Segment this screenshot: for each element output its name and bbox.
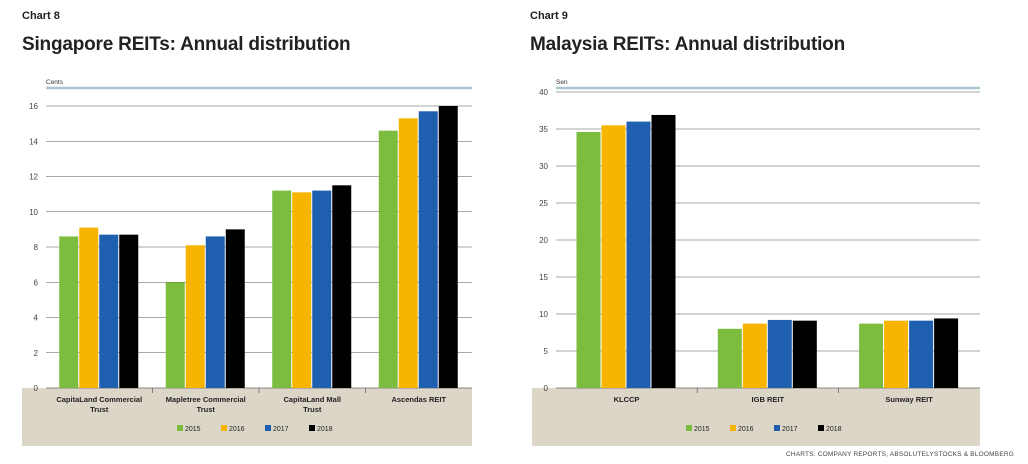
bar-2016 bbox=[79, 227, 99, 388]
bar-2015 bbox=[378, 130, 398, 389]
bar-2017 bbox=[626, 121, 651, 388]
footer-band bbox=[532, 388, 980, 446]
y-tick-label: 10 bbox=[539, 310, 548, 319]
bar-2015 bbox=[272, 190, 292, 388]
y-tick-label: 25 bbox=[539, 199, 548, 208]
y-tick-label: 10 bbox=[29, 208, 38, 217]
bar-2017 bbox=[312, 190, 332, 388]
bar-2016 bbox=[742, 323, 767, 388]
x-tick-label: Trust bbox=[90, 405, 109, 414]
legend-label-2017: 2017 bbox=[782, 426, 798, 433]
bar-2017 bbox=[767, 319, 792, 388]
legend-label-2018: 2018 bbox=[317, 426, 333, 433]
chart-label: Chart 9 bbox=[530, 10, 568, 22]
legend-swatch-2015 bbox=[686, 425, 692, 431]
bar-2018 bbox=[438, 106, 458, 388]
bar-2017 bbox=[99, 234, 119, 388]
legend-swatch-2017 bbox=[774, 425, 780, 431]
x-tick-label: Trust bbox=[197, 405, 216, 414]
y-axis-label: Sen bbox=[556, 79, 568, 86]
bar-2017 bbox=[418, 111, 438, 388]
bar-2018 bbox=[119, 234, 139, 388]
legend-swatch-2018 bbox=[309, 425, 315, 431]
legend-label-2015: 2015 bbox=[694, 426, 710, 433]
y-tick-label: 16 bbox=[29, 102, 38, 111]
bar-2016 bbox=[292, 192, 312, 388]
legend-swatch-2016 bbox=[730, 425, 736, 431]
bar-2018 bbox=[792, 320, 817, 388]
y-tick-label: 35 bbox=[539, 125, 548, 134]
y-tick-label: 14 bbox=[29, 137, 38, 146]
x-tick-label: CapitaLand Mall bbox=[283, 395, 341, 404]
bar-2016 bbox=[884, 320, 909, 388]
chart-title: Singapore REITs: Annual distribution bbox=[22, 34, 351, 55]
y-tick-label: 0 bbox=[544, 384, 549, 393]
bar-2018 bbox=[332, 185, 352, 388]
y-tick-label: 4 bbox=[34, 314, 39, 323]
chart-svg-malaysia: Sen 0 5 10 15 20 25 30 35 40 KLCCP IGB REIT Sunway R… bbox=[532, 79, 980, 446]
bar-2015 bbox=[717, 328, 742, 388]
legend-swatch-2016 bbox=[221, 425, 227, 431]
legend-swatch-2015 bbox=[177, 425, 183, 431]
y-tick-label: 2 bbox=[34, 349, 39, 358]
x-tick-label: KLCCP bbox=[614, 395, 640, 404]
source-note: CHARTS: COMPANY REPORTS, ABSOLUTELYSTOCK… bbox=[785, 451, 1014, 458]
legend-swatch-2018 bbox=[818, 425, 824, 431]
x-tick-label: CapitaLand Commercial bbox=[56, 395, 142, 404]
x-tick-label: IGB REIT bbox=[752, 395, 785, 404]
y-tick-label: 30 bbox=[539, 162, 548, 171]
bar-2015 bbox=[165, 282, 185, 388]
legend-label-2018: 2018 bbox=[826, 426, 842, 433]
bar-2015 bbox=[576, 131, 601, 388]
bar-2017 bbox=[909, 320, 934, 388]
bar-2017 bbox=[205, 236, 225, 388]
bar-2016 bbox=[398, 118, 418, 389]
y-tick-label: 20 bbox=[539, 236, 548, 245]
x-tick-label: Ascendas REIT bbox=[391, 395, 446, 404]
y-tick-label: 12 bbox=[29, 173, 38, 182]
legend-label-2015: 2015 bbox=[185, 426, 201, 433]
legend-label-2016: 2016 bbox=[738, 426, 754, 433]
bar-2016 bbox=[185, 245, 205, 388]
footer-band bbox=[22, 388, 472, 446]
y-tick-label: 0 bbox=[34, 384, 39, 393]
bar-2015 bbox=[59, 236, 79, 388]
bar-2018 bbox=[225, 229, 245, 388]
x-tick-label: Mapletree Commercial bbox=[166, 395, 246, 404]
legend-label-2017: 2017 bbox=[273, 426, 289, 433]
bar-2015 bbox=[859, 323, 884, 388]
y-tick-label: 5 bbox=[544, 347, 549, 356]
bar-2018 bbox=[934, 318, 959, 388]
bar-2016 bbox=[601, 125, 626, 389]
y-tick-label: 40 bbox=[539, 88, 548, 97]
y-tick-label: 8 bbox=[34, 243, 39, 252]
bar-2018 bbox=[651, 114, 676, 388]
chart-label: Chart 8 bbox=[22, 10, 60, 22]
y-axis-label: Cents bbox=[46, 79, 64, 86]
y-tick-label: 15 bbox=[539, 273, 548, 282]
x-tick-label: Trust bbox=[303, 405, 322, 414]
y-tick-label: 6 bbox=[34, 278, 39, 287]
x-tick-label: Sunway REIT bbox=[885, 395, 933, 404]
legend-label-2016: 2016 bbox=[229, 426, 245, 433]
legend-swatch-2017 bbox=[265, 425, 271, 431]
chart-title: Malaysia REITs: Annual distribution bbox=[530, 34, 845, 55]
